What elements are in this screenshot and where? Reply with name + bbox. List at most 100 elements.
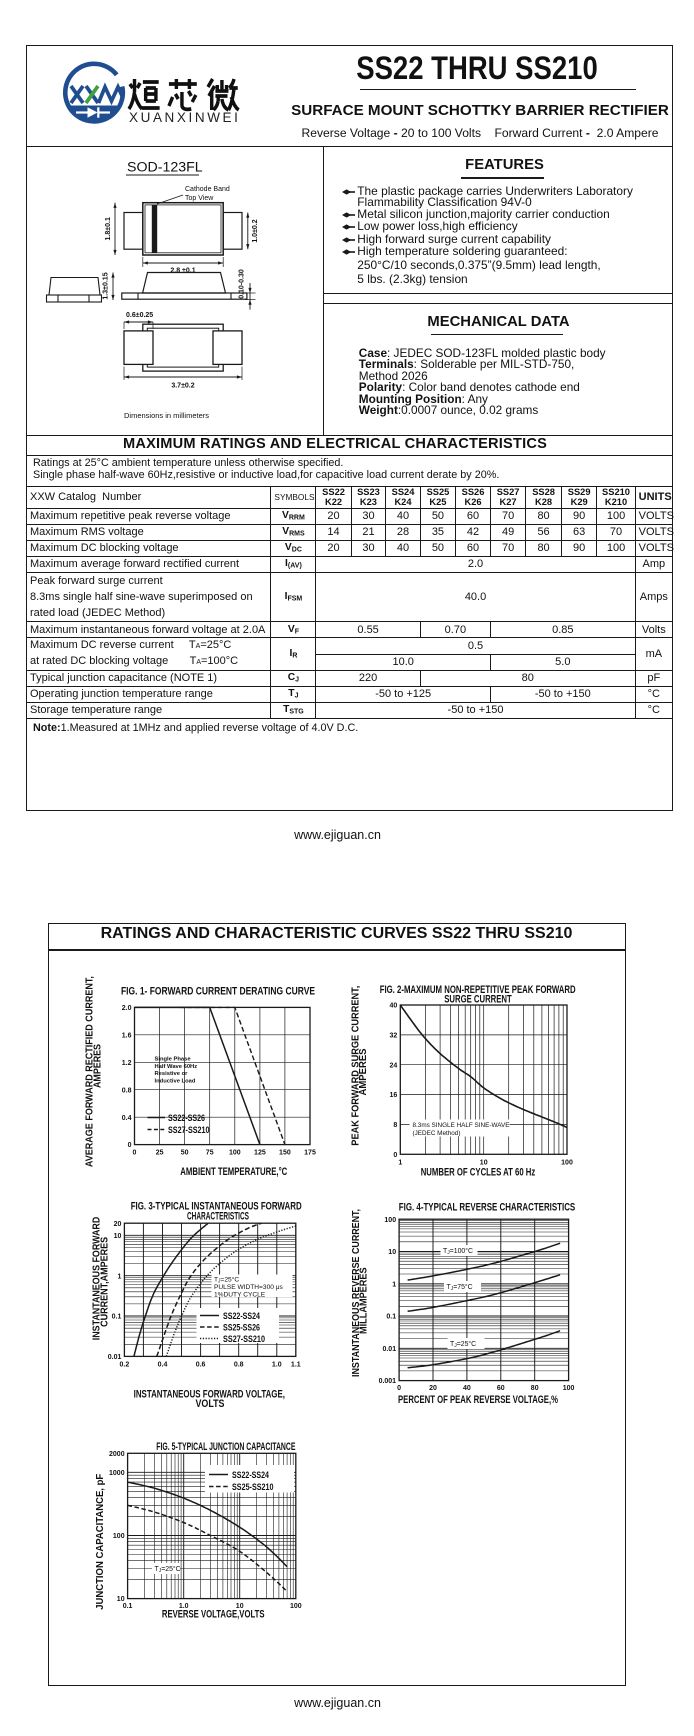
svg-text:CHARACTERISTICS: CHARACTERISTICS	[187, 1210, 249, 1222]
svg-text:0.01: 0.01	[108, 1354, 122, 1361]
svg-text:CURRENT,AMPERES: CURRENT,AMPERES	[100, 1237, 111, 1327]
svg-text:0.2: 0.2	[120, 1361, 130, 1368]
svg-text:SS22-SS26: SS22-SS26	[168, 1112, 205, 1123]
svg-text:20: 20	[429, 1385, 437, 1392]
svg-text:25: 25	[156, 1150, 164, 1157]
svg-text:TJ=25°C: TJ=25°C	[155, 1565, 181, 1574]
svg-text:PULSE WIDTH=300 μs: PULSE WIDTH=300 μs	[214, 1284, 284, 1291]
svg-text:0: 0	[128, 1142, 132, 1149]
svg-text:32: 32	[390, 1033, 398, 1040]
svg-text:125: 125	[254, 1150, 266, 1157]
svg-text:2000: 2000	[109, 1451, 125, 1458]
svg-text:1: 1	[117, 1273, 121, 1280]
svg-text:0.8: 0.8	[234, 1361, 244, 1368]
svg-text:0.6: 0.6	[196, 1361, 206, 1368]
svg-text:AMPERES: AMPERES	[358, 1048, 369, 1095]
svg-text:Dimensions in millimeters: Dimensions in millimeters	[124, 411, 209, 420]
svg-text:0.001: 0.001	[379, 1378, 397, 1385]
svg-text:175: 175	[304, 1150, 316, 1157]
svg-text:SS22-SS24: SS22-SS24	[223, 1310, 261, 1321]
svg-text:FIG. 4-TYPICAL REVERSE CHARACT: FIG. 4-TYPICAL REVERSE CHARACTERISTICS	[399, 1202, 575, 1214]
svg-text:0.8: 0.8	[122, 1087, 132, 1094]
svg-text:REVERSE VOLTAGE,VOLTS: REVERSE VOLTAGE,VOLTS	[162, 1609, 265, 1621]
svg-text:FIG. 2-MAXIMUM NON-REPETITIVE: FIG. 2-MAXIMUM NON-REPETITIVE PEAK FORWA…	[380, 984, 576, 996]
svg-text:1.3±0.15: 1.3±0.15	[103, 272, 110, 299]
svg-text:Top View: Top View	[185, 195, 214, 202]
svg-text:NUMBER OF CYCLES AT 60 Hz: NUMBER OF CYCLES AT 60 Hz	[421, 1167, 536, 1179]
svg-text:10: 10	[388, 1249, 396, 1256]
svg-text:0.1: 0.1	[386, 1314, 396, 1321]
svg-text:TJ=25°C: TJ=25°C	[450, 1340, 476, 1349]
svg-text:0.1: 0.1	[112, 1314, 122, 1321]
svg-text:3.7±0.2: 3.7±0.2	[171, 383, 194, 390]
svg-text:0: 0	[133, 1150, 137, 1157]
svg-text:0.10-0.30: 0.10-0.30	[239, 269, 246, 299]
svg-text:VOLTS: VOLTS	[196, 1398, 225, 1410]
svg-text:16: 16	[390, 1092, 398, 1099]
svg-text:0.6±0.25: 0.6±0.25	[126, 312, 153, 319]
svg-text:1.2: 1.2	[122, 1060, 132, 1067]
svg-text:2.8 ±0.1: 2.8 ±0.1	[170, 267, 195, 274]
svg-text:1: 1	[398, 1159, 402, 1166]
svg-text:10: 10	[480, 1159, 488, 1166]
svg-text:INSTANTANEOUS FORWARD VOLTAGE,: INSTANTANEOUS FORWARD VOLTAGE,	[134, 1389, 285, 1401]
svg-text:8: 8	[393, 1122, 397, 1129]
svg-text:1.0±0.2: 1.0±0.2	[252, 219, 259, 242]
svg-text:0.1: 0.1	[123, 1603, 133, 1610]
svg-text:SOD-123FL: SOD-123FL	[127, 160, 203, 176]
svg-text:SS27-SS210: SS27-SS210	[168, 1124, 210, 1135]
svg-text:100: 100	[563, 1385, 575, 1392]
svg-text:AMBIENT TEMPERATURE,°C: AMBIENT TEMPERATURE,°C	[180, 1166, 287, 1178]
svg-text:INSTANTANEOUS FORWARD: INSTANTANEOUS FORWARD	[92, 1217, 103, 1341]
svg-text:1000: 1000	[109, 1470, 125, 1477]
svg-text:INSTANTANEOUS REVERSE CURRENT,: INSTANTANEOUS REVERSE CURRENT,	[351, 1209, 362, 1377]
svg-text:TJ=75°C: TJ=75°C	[447, 1283, 473, 1292]
svg-text:AMPERES: AMPERES	[93, 1044, 104, 1088]
svg-text:SS25-SS26: SS25-SS26	[223, 1321, 260, 1332]
svg-text:1.1: 1.1	[291, 1361, 301, 1368]
svg-text:(JEDEC Method): (JEDEC Method)	[413, 1130, 461, 1137]
svg-text:Cathode Band: Cathode Band	[185, 186, 230, 193]
svg-text:PEAK FORWARD SURGE CURRENT,: PEAK FORWARD SURGE CURRENT,	[350, 986, 361, 1146]
svg-text:Half Wave 60Hz: Half Wave 60Hz	[155, 1064, 198, 1070]
svg-text:10: 10	[117, 1596, 125, 1603]
svg-text:40: 40	[463, 1385, 471, 1392]
svg-text:0.01: 0.01	[382, 1346, 396, 1353]
svg-text:2.0: 2.0	[122, 1005, 132, 1012]
svg-text:1%DUTY CYCLE: 1%DUTY CYCLE	[214, 1292, 266, 1299]
svg-text:SS22-SS24: SS22-SS24	[232, 1469, 270, 1480]
svg-text:Resistive or: Resistive or	[155, 1071, 189, 1077]
svg-text:100: 100	[113, 1533, 125, 1540]
svg-text:10: 10	[236, 1603, 244, 1610]
svg-text:80: 80	[531, 1385, 539, 1392]
svg-text:100: 100	[229, 1150, 241, 1157]
svg-text:0: 0	[393, 1152, 397, 1159]
svg-text:75: 75	[206, 1150, 214, 1157]
svg-text:10: 10	[114, 1233, 122, 1240]
svg-text:TJ=100°C: TJ=100°C	[443, 1247, 473, 1256]
svg-text:1.0: 1.0	[179, 1603, 189, 1610]
svg-text:JUNCTION CAPACITANCE, pF: JUNCTION CAPACITANCE, pF	[94, 1473, 106, 1610]
svg-text:1: 1	[392, 1281, 396, 1288]
svg-text:SS25-SS210: SS25-SS210	[232, 1481, 274, 1492]
svg-text:100: 100	[561, 1159, 573, 1166]
svg-text:SURGE CURRENT: SURGE CURRENT	[444, 993, 512, 1005]
svg-text:100: 100	[384, 1217, 396, 1224]
svg-text:FIG. 1- FORWARD CURRENT DERATI: FIG. 1- FORWARD CURRENT DERATING CURVE	[121, 986, 315, 998]
svg-text:20: 20	[114, 1221, 122, 1228]
svg-text:1.8±0.1: 1.8±0.1	[105, 217, 112, 240]
svg-text:0.4: 0.4	[122, 1115, 132, 1122]
svg-text:FIG. 5-TYPICAL JUNCTION CAPACI: FIG. 5-TYPICAL JUNCTION CAPACITANCE	[156, 1441, 295, 1453]
svg-text:1.6: 1.6	[122, 1032, 132, 1039]
svg-text:0.4: 0.4	[158, 1361, 168, 1368]
svg-text:24: 24	[390, 1062, 398, 1069]
svg-text:50: 50	[181, 1150, 189, 1157]
svg-text:MILLAMPERES: MILLAMPERES	[359, 1267, 370, 1334]
svg-text:100: 100	[290, 1603, 302, 1610]
svg-text:PERCENT OF PEAK REVERSE VOLTAG: PERCENT OF PEAK REVERSE VOLTAGE,%	[398, 1394, 558, 1406]
svg-text:1.0: 1.0	[272, 1361, 282, 1368]
svg-text:40: 40	[390, 1003, 398, 1010]
svg-text:AVERAGE FORWARD RECTIFIED CURR: AVERAGE FORWARD RECTIFIED CURRENT,	[85, 976, 96, 1167]
svg-text:150: 150	[279, 1150, 291, 1157]
svg-text:60: 60	[497, 1385, 505, 1392]
